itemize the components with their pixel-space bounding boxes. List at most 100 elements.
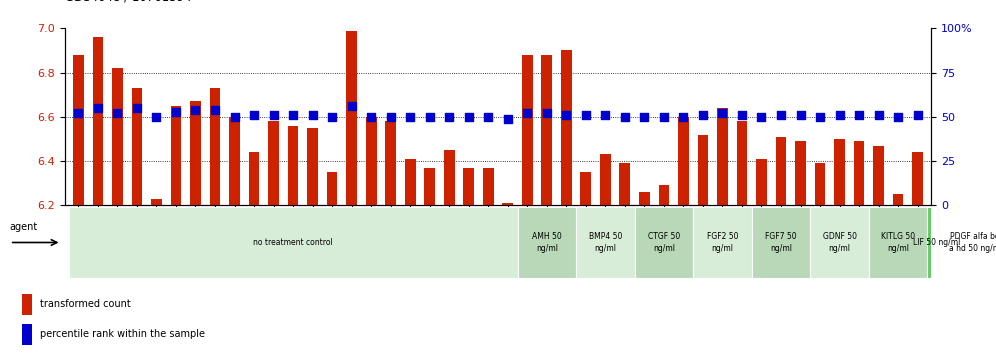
Bar: [912, 152, 923, 205]
Bar: [483, 168, 494, 205]
Bar: [229, 117, 240, 205]
Point: [168, 109, 184, 114]
Bar: [131, 88, 142, 205]
Point: [539, 110, 555, 116]
Bar: [518, 207, 576, 278]
Text: CTGF 50
ng/ml: CTGF 50 ng/ml: [647, 233, 680, 252]
Point: [246, 112, 262, 118]
Point: [519, 110, 535, 116]
Point: [344, 103, 360, 109]
Text: percentile rank within the sample: percentile rank within the sample: [40, 329, 205, 339]
Point: [500, 116, 516, 121]
Point: [285, 112, 301, 118]
Point: [598, 112, 614, 118]
Text: transformed count: transformed count: [40, 299, 130, 309]
Point: [461, 114, 477, 120]
Bar: [658, 185, 669, 205]
Point: [890, 114, 906, 120]
Point: [832, 112, 848, 118]
Point: [110, 110, 125, 116]
Point: [871, 112, 886, 118]
Bar: [366, 117, 376, 205]
Point: [851, 112, 867, 118]
Bar: [288, 126, 299, 205]
Text: FGF2 50
ng/ml: FGF2 50 ng/ml: [707, 233, 738, 252]
Point: [441, 114, 457, 120]
Point: [675, 114, 691, 120]
Bar: [73, 55, 84, 205]
Bar: [811, 207, 869, 278]
Point: [148, 114, 164, 120]
Point: [382, 114, 398, 120]
Bar: [561, 50, 572, 205]
Bar: [347, 30, 357, 205]
Bar: [576, 207, 634, 278]
Bar: [854, 141, 865, 205]
Point: [402, 114, 418, 120]
Bar: [463, 168, 474, 205]
Text: PDGF alfa bet
a hd 50 ng/ml: PDGF alfa bet a hd 50 ng/ml: [949, 233, 996, 252]
Point: [754, 114, 770, 120]
Bar: [717, 108, 728, 205]
Bar: [268, 121, 279, 205]
Bar: [873, 145, 883, 205]
Bar: [752, 207, 811, 278]
Bar: [22, 324, 32, 345]
Bar: [947, 207, 996, 278]
Bar: [542, 55, 552, 205]
Point: [578, 112, 594, 118]
Bar: [385, 121, 396, 205]
Point: [734, 112, 750, 118]
Bar: [424, 168, 435, 205]
Bar: [927, 207, 947, 278]
Point: [421, 114, 437, 120]
Bar: [170, 106, 181, 205]
Point: [656, 114, 672, 120]
Point: [480, 114, 496, 120]
Text: BMP4 50
ng/ml: BMP4 50 ng/ml: [589, 233, 622, 252]
Point: [364, 114, 379, 120]
Bar: [113, 68, 123, 205]
Point: [71, 110, 87, 116]
Point: [793, 112, 809, 118]
Point: [559, 112, 575, 118]
Point: [714, 110, 730, 116]
Bar: [327, 172, 338, 205]
Bar: [869, 207, 927, 278]
Point: [636, 114, 652, 120]
Bar: [815, 163, 826, 205]
Bar: [22, 294, 32, 315]
Text: GDNF 50
ng/ml: GDNF 50 ng/ml: [823, 233, 857, 252]
Point: [617, 114, 632, 120]
Bar: [693, 207, 752, 278]
Text: agent: agent: [10, 222, 38, 232]
Point: [773, 112, 789, 118]
Text: no treatment control: no treatment control: [253, 238, 333, 247]
Bar: [307, 128, 318, 205]
Bar: [404, 159, 415, 205]
Point: [207, 107, 223, 113]
Bar: [69, 207, 518, 278]
Bar: [756, 159, 767, 205]
Bar: [835, 139, 845, 205]
Bar: [151, 199, 161, 205]
Bar: [678, 117, 689, 205]
Bar: [600, 154, 611, 205]
Point: [226, 114, 242, 120]
Bar: [522, 55, 533, 205]
Bar: [444, 150, 454, 205]
Point: [90, 105, 106, 111]
Bar: [620, 163, 630, 205]
Bar: [93, 37, 104, 205]
Bar: [209, 88, 220, 205]
Text: FGF7 50
ng/ml: FGF7 50 ng/ml: [765, 233, 797, 252]
Point: [812, 114, 828, 120]
Text: AMH 50
ng/ml: AMH 50 ng/ml: [532, 233, 562, 252]
Point: [305, 112, 321, 118]
Point: [266, 112, 282, 118]
Point: [187, 107, 203, 113]
Point: [695, 112, 711, 118]
Text: KITLG 50
ng/ml: KITLG 50 ng/ml: [881, 233, 915, 252]
Bar: [249, 152, 259, 205]
Bar: [634, 207, 693, 278]
